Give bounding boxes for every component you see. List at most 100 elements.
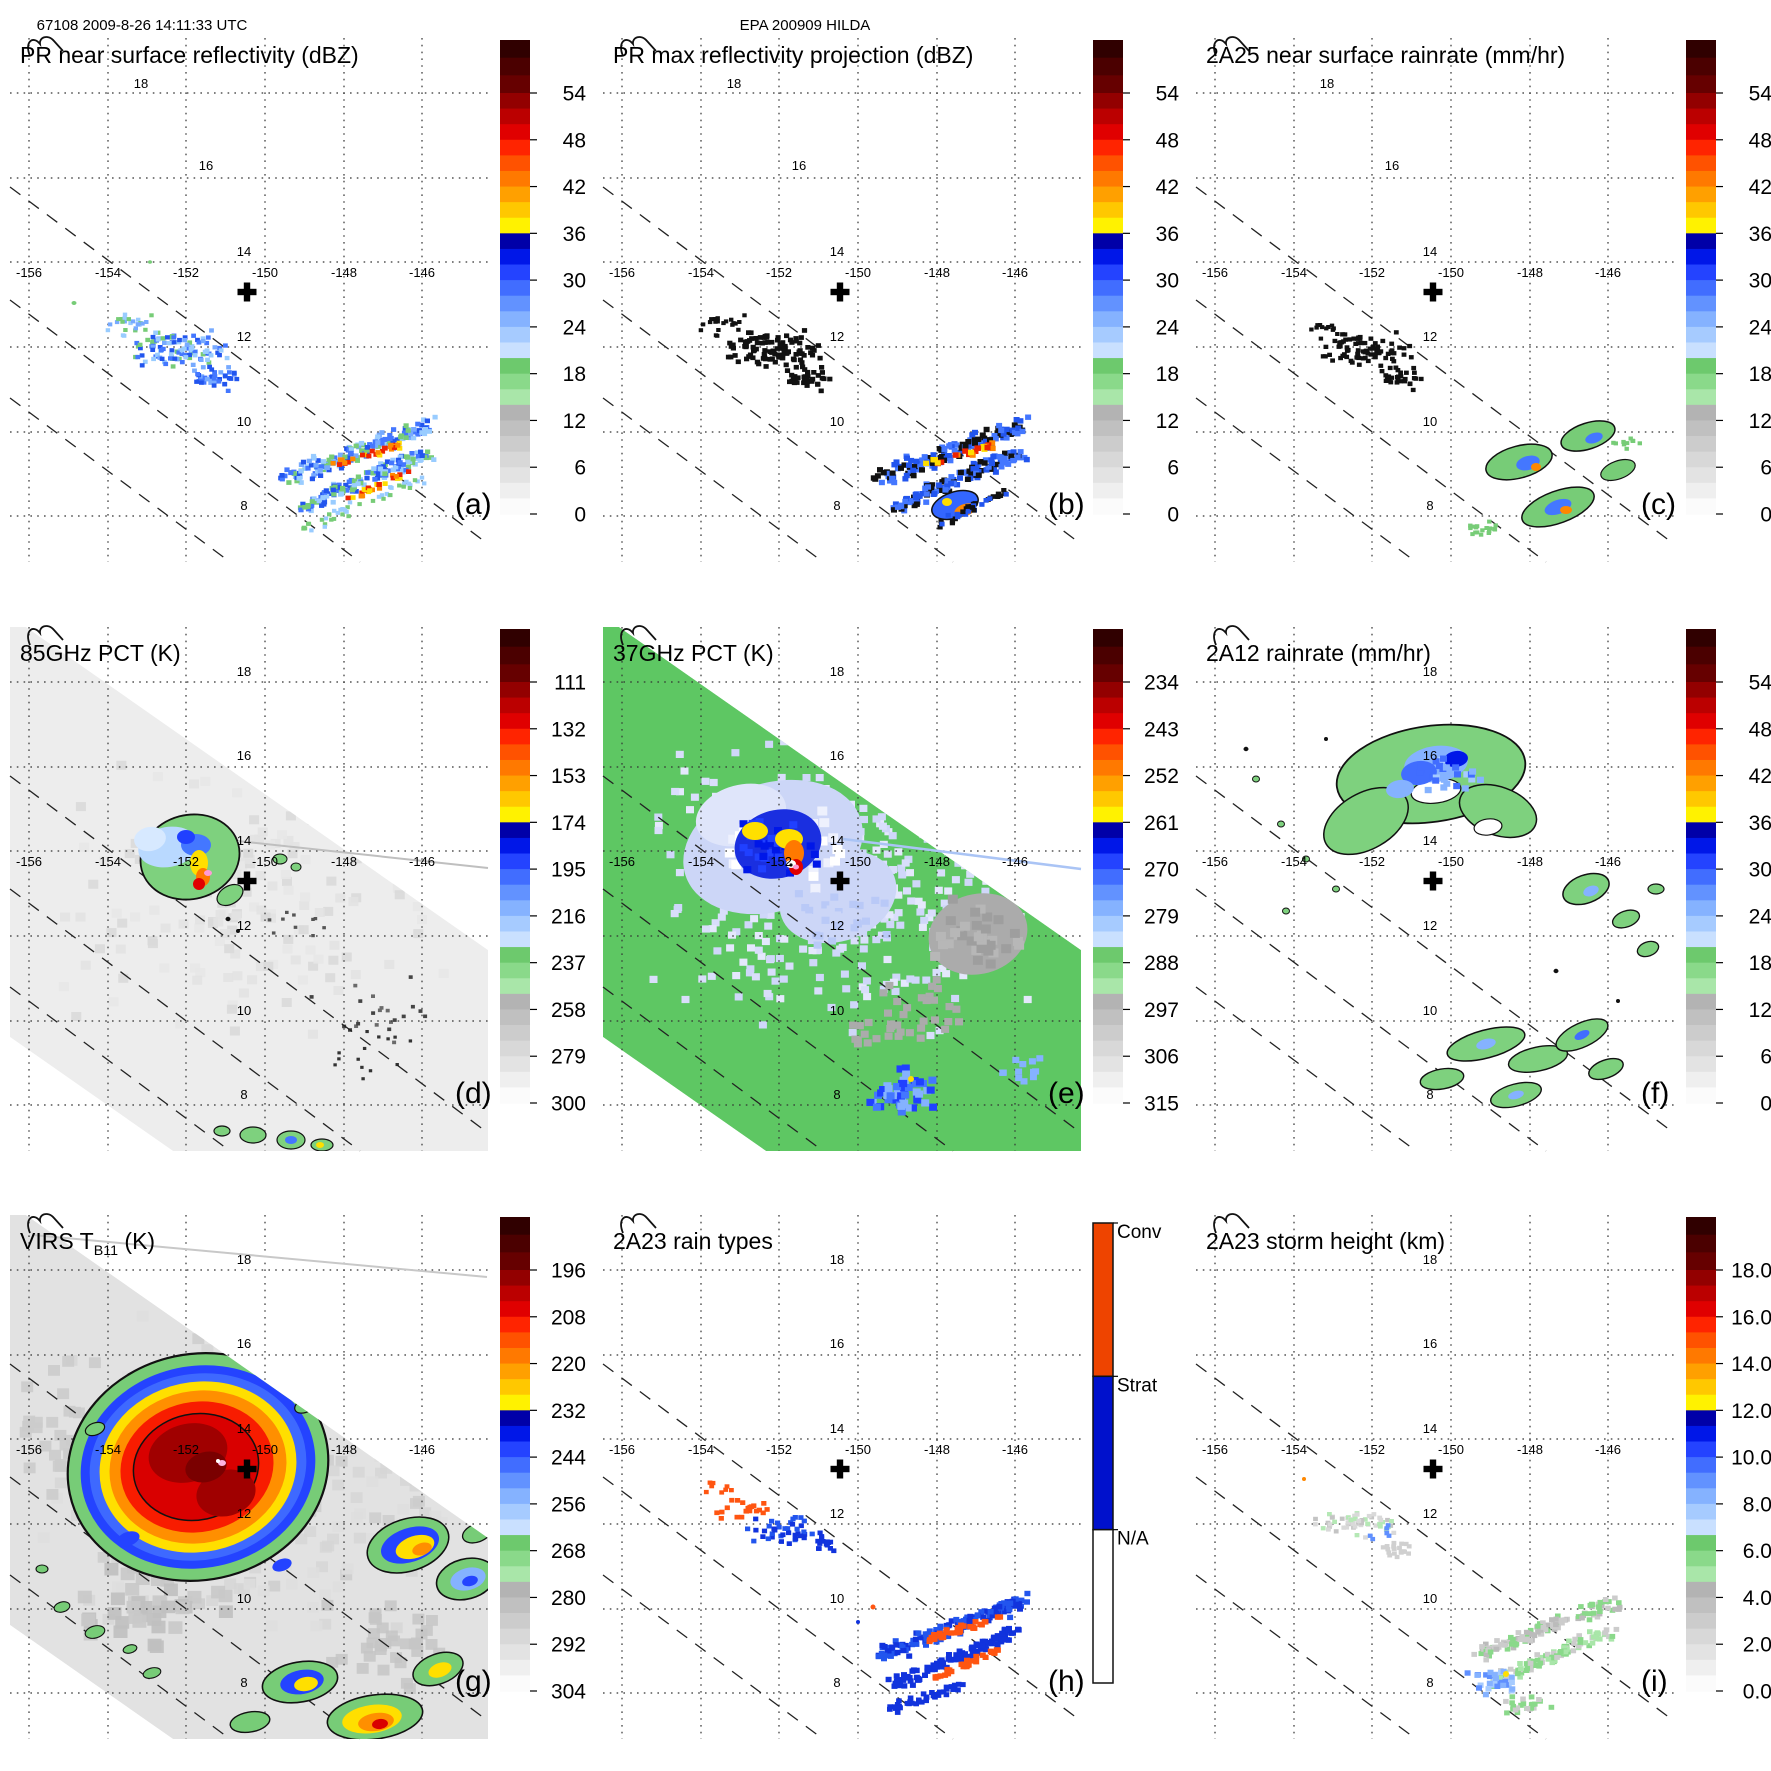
lat-label: 18 [830, 1252, 844, 1267]
colorbar-tick-label: 216 [551, 905, 586, 928]
map-shape [84, 1625, 106, 1639]
colorbar-tick-label: 2.0 [1743, 1634, 1771, 1657]
lat-label: 8 [1426, 1675, 1433, 1690]
lon-label: -154 [688, 1442, 714, 1457]
lon-label: -148 [1517, 1442, 1543, 1457]
panel-letter: (i) [1641, 1665, 1668, 1698]
pixel-cluster [703, 1480, 734, 1495]
pixel-cluster [133, 328, 230, 369]
colorbar-tick-label: 6 [1760, 457, 1771, 480]
lon-label: -152 [173, 265, 199, 280]
lat-label: 14 [237, 1421, 251, 1436]
colorbar-tick-label: 48 [1156, 129, 1179, 152]
lon-label: -150 [845, 854, 871, 869]
map-shape [372, 1718, 388, 1730]
panel-letter: (a) [455, 488, 492, 521]
lat-label: 8 [833, 498, 840, 513]
colorbar-tick-label: 0.0 [1743, 1681, 1771, 1704]
lat-label: 8 [833, 1087, 840, 1102]
colorbar-tick-label: 12 [1749, 410, 1771, 433]
lat-label: 16 [1423, 1336, 1437, 1351]
pixel-cluster [849, 1018, 914, 1048]
colorbar-tick-label: 16.0 [1731, 1306, 1771, 1329]
map-shape [1243, 746, 1249, 752]
map-shape [1507, 1045, 1569, 1073]
graticule-grid [603, 1215, 1081, 1739]
lon-label: -156 [609, 265, 635, 280]
lat-label: 10 [830, 1003, 844, 1018]
lon-label: -156 [1202, 265, 1228, 280]
corner-squiggle-mark [1213, 625, 1250, 646]
pixel-cluster [267, 910, 326, 938]
graticule-labels: -156 -154 -152 -150 -148 -146 18 16 14 12 10 8 [1202, 1252, 1621, 1690]
rain-type-label: N/A [1117, 1529, 1149, 1550]
colorbar-tick-label: 111 [554, 672, 586, 695]
pixel-cluster [815, 1534, 837, 1554]
corner-squiggle-mark [27, 625, 64, 646]
map-shape [789, 863, 793, 867]
colorbar-tick-label: 208 [551, 1306, 586, 1329]
map-shape [793, 864, 799, 870]
pixel-cluster [932, 1647, 1001, 1681]
colorbar-tick-label: 24 [563, 316, 587, 339]
swath-edge-dashed-lines [9, 186, 489, 563]
lat-label: 14 [830, 244, 844, 259]
colorbar-tick-label: 174 [551, 812, 586, 835]
storm-center-marker [830, 1459, 850, 1479]
map-shape [1277, 820, 1285, 828]
lon-label: -156 [16, 265, 42, 280]
map-features [35, 1334, 488, 1739]
lon-label: -156 [16, 854, 42, 869]
panel-letter: (g) [455, 1665, 492, 1698]
map-features [71, 260, 438, 533]
map-shape [236, 929, 240, 933]
lat-label: 12 [830, 329, 844, 344]
lat-label: 12 [237, 1506, 251, 1521]
lon-label: -152 [1359, 1442, 1385, 1457]
panel-title: 85GHz PCT (K) [20, 640, 181, 666]
panel-d: -156 -154 -152 -150 -148 -146 18 16 14 12 10 8 (d) 85… [9, 625, 586, 1152]
map-shape [142, 1667, 162, 1679]
colorbar-tick-label: 237 [551, 952, 586, 975]
colorbar-tick-label: 12 [1156, 410, 1179, 433]
graticule-labels: -156 -154 -152 -150 -148 -146 18 16 14 12 10 8 [609, 76, 1028, 513]
map-features [1302, 1477, 1623, 1716]
swath-edge-dashed-lines [1195, 1363, 1675, 1740]
lon-label: -146 [1002, 265, 1028, 280]
lat-label: 18 [830, 664, 844, 679]
pixel-cluster [1367, 1523, 1392, 1542]
colorbar-tick-label: 14.0 [1731, 1353, 1771, 1376]
map-shape [148, 260, 152, 264]
panel-c: -156 -154 -152 -150 -148 -146 18 16 14 12 10 8 (c) 2A… [1195, 36, 1771, 563]
storm-center-marker [237, 871, 257, 891]
lon-label: -154 [1281, 1442, 1307, 1457]
colorbar-tick-label: 30 [1749, 859, 1771, 882]
lon-label: -154 [688, 854, 714, 869]
map-shape [116, 1531, 140, 1547]
lat-label: 14 [237, 833, 251, 848]
pixel-cluster [930, 894, 1025, 969]
panel-title: 37GHz PCT (K) [613, 640, 774, 666]
map-shape [218, 1460, 226, 1466]
map-shape [908, 1076, 914, 1082]
corner-squiggle-mark [620, 625, 657, 646]
lon-label: -152 [173, 1442, 199, 1457]
lat-label: 8 [1426, 498, 1433, 513]
pixel-cluster [1489, 1626, 1620, 1689]
pixel-cluster [745, 1515, 823, 1546]
map-shape [1473, 818, 1503, 836]
swath-edge-dashed-lines [602, 775, 1082, 1152]
lat-label: 16 [830, 748, 844, 763]
colorbar: 196 208 220 232 244 256 268 280 292 304 [500, 1217, 586, 1704]
colorbar-tick-label: 48 [1749, 129, 1771, 152]
pixel-cluster [698, 313, 747, 338]
lat-label: 14 [237, 244, 251, 259]
graticule-labels: -156 -154 -152 -150 -148 -146 18 16 14 12 10 8 [609, 664, 1028, 1102]
corner-squiggle-mark [27, 1213, 64, 1234]
lat-label: 16 [792, 158, 806, 173]
map-shape [216, 883, 244, 907]
map-features [134, 813, 334, 1151]
lat-label: 8 [240, 1675, 247, 1690]
panel-title: 2A12 rainrate (mm/hr) [1206, 640, 1431, 666]
